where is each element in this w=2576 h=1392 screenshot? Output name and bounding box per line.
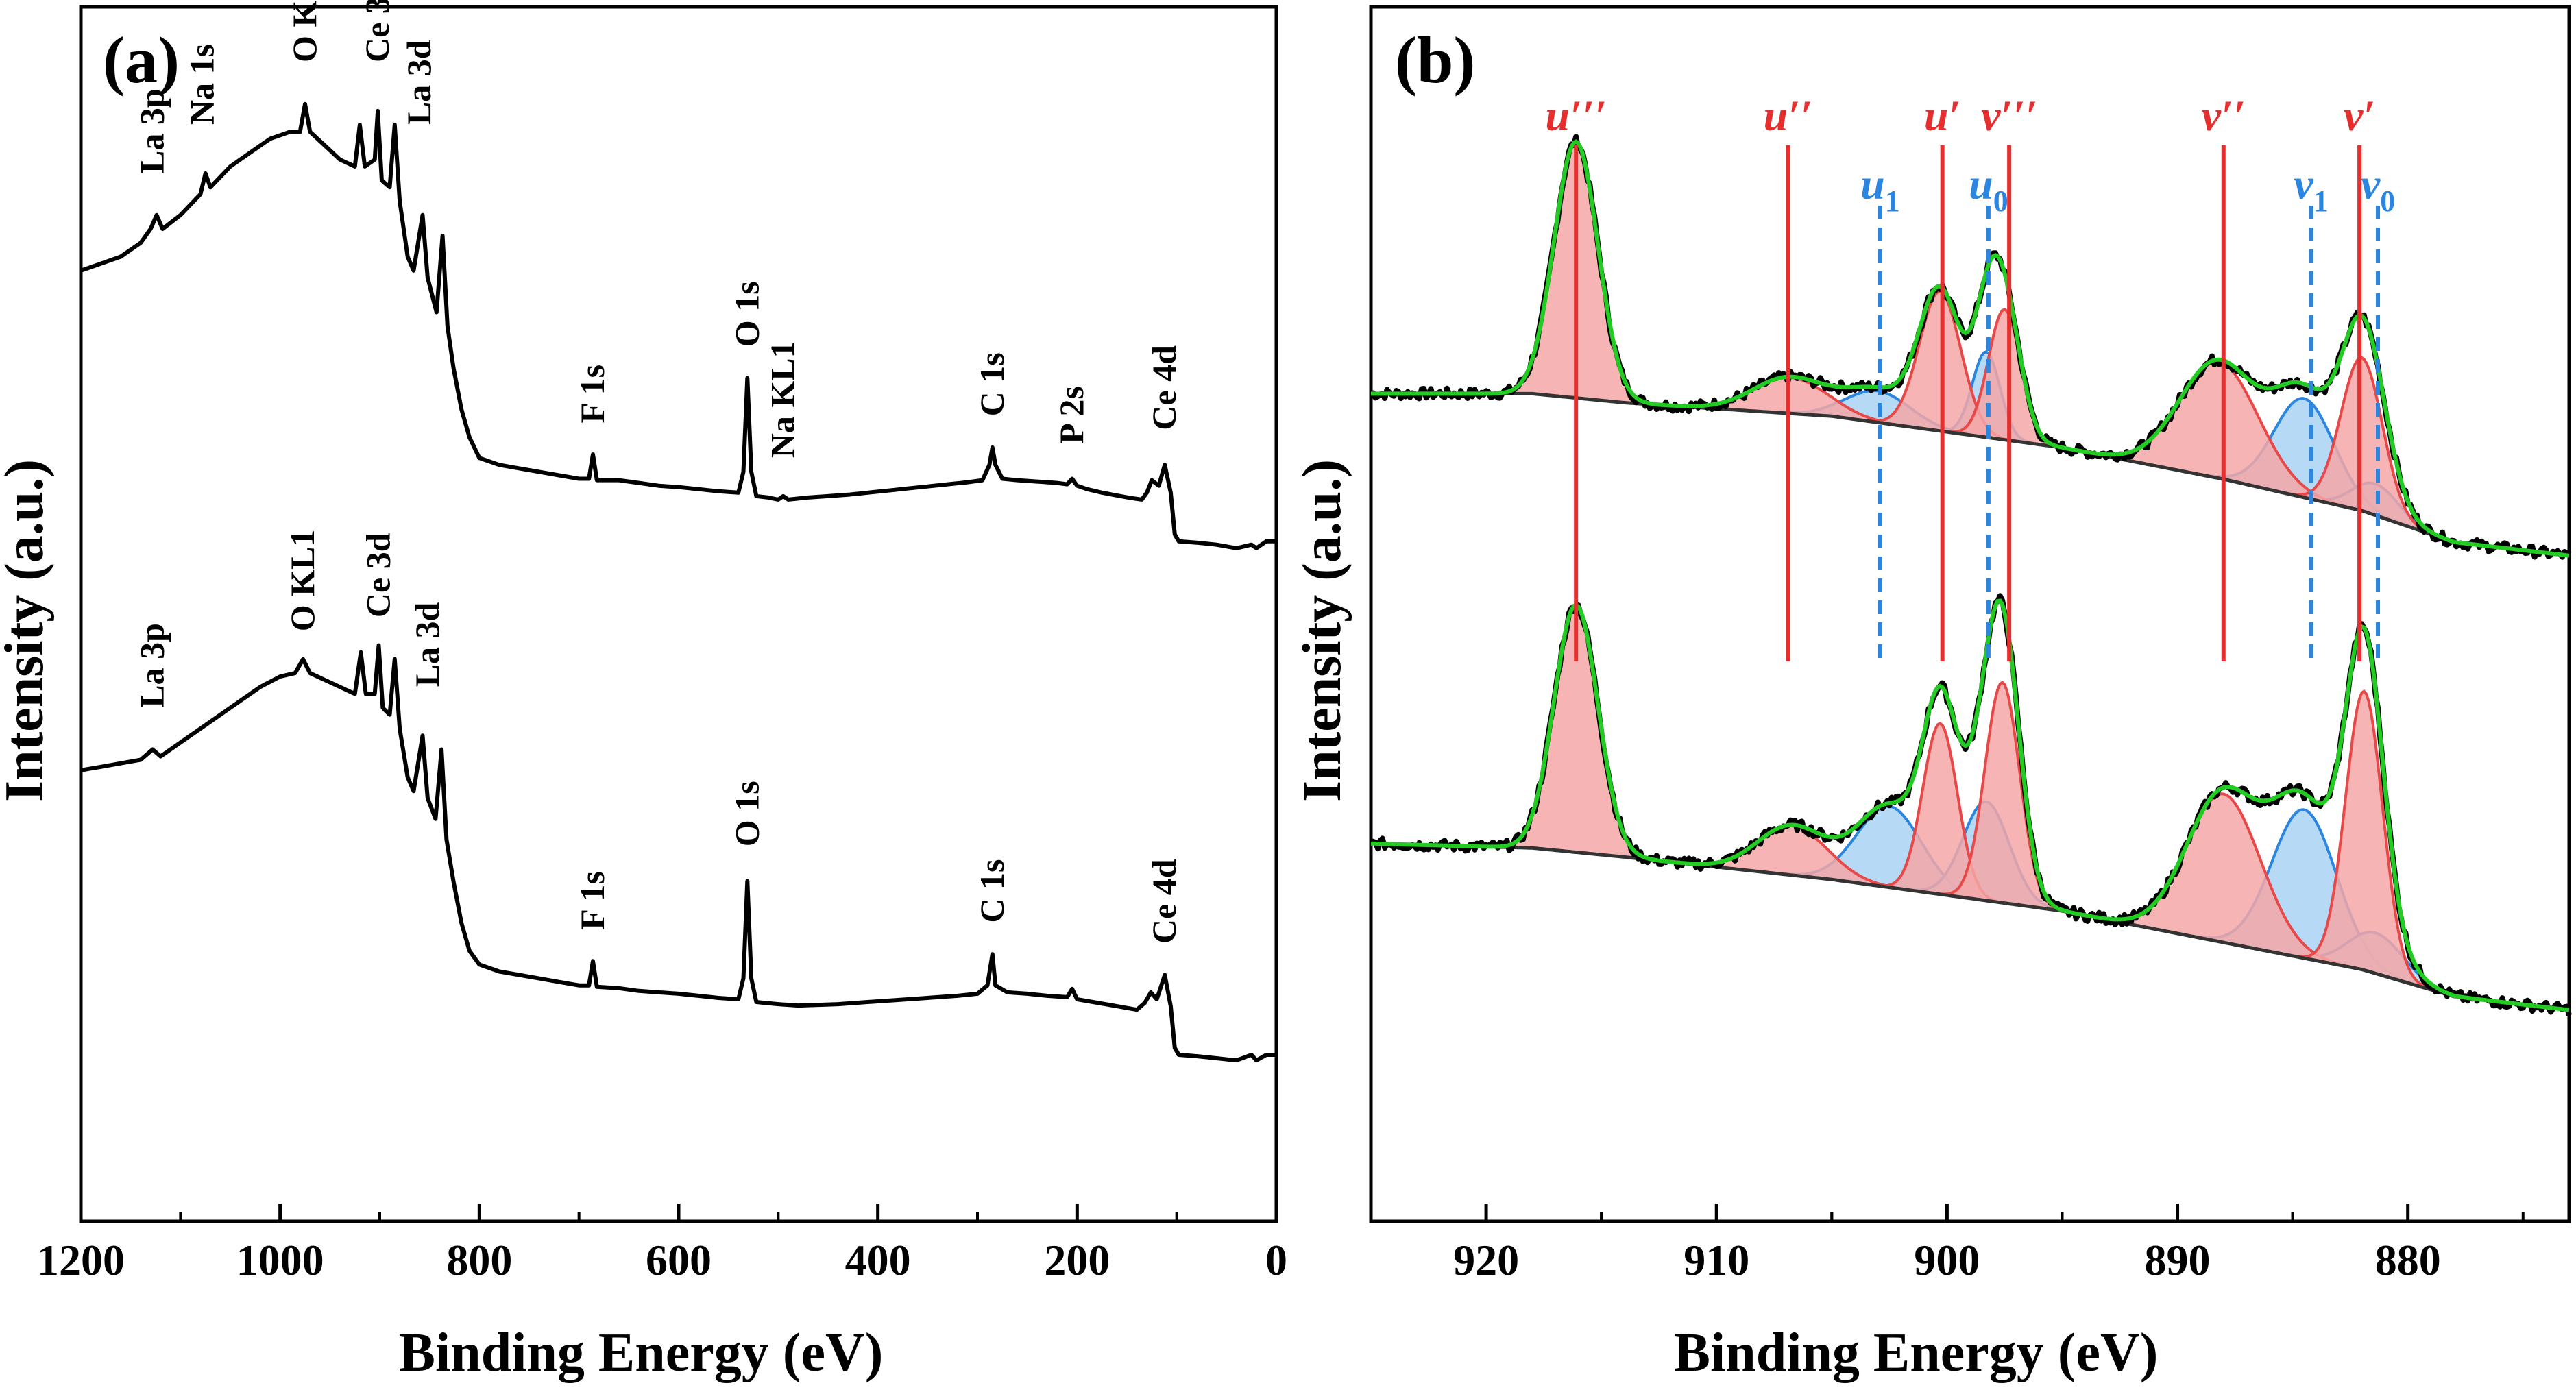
envelope-fit-line xyxy=(1370,598,2570,1012)
peak-marker-lines: u′′′ u′′ u1 u′u0 v′′′ v′′ v1 v′ v0 xyxy=(1545,91,2395,661)
peak-annotation: C 1s xyxy=(973,352,1011,416)
peak-annotation: Ce 3d xyxy=(358,0,396,62)
ce3d-x-tick-label: 920 xyxy=(1453,1236,1519,1284)
ce3d-x-ticks: 920 910 900 890 880 xyxy=(1453,1204,2525,1284)
fit-component-fill xyxy=(1656,825,1929,893)
ce3d-y-axis-title: Intensity (a.u.) xyxy=(1292,459,1352,802)
survey-x-tick-label: 1200 xyxy=(37,1236,125,1284)
survey-spectrum-line-2 xyxy=(80,643,1276,1063)
peak-annotation: La 3p xyxy=(133,623,171,708)
fit-component-line xyxy=(2281,356,2443,539)
peak-marker-label: v′′′ xyxy=(1981,91,2037,140)
peak-marker-label: v1 xyxy=(2294,160,2328,218)
peak-annotation: F 1s xyxy=(573,365,611,424)
fit-component-fill xyxy=(1940,309,2069,450)
peak-annotation: O KL1 xyxy=(283,530,321,632)
peak-marker-label: u′′′ xyxy=(1545,91,1607,140)
fit-component-fill xyxy=(1873,723,2007,904)
fit-component-fill xyxy=(2292,691,2438,992)
peak-annotation: La 3p xyxy=(133,88,171,173)
survey-x-tick-label: 800 xyxy=(446,1236,512,1284)
survey-x-axis-title: Binding Energy (eV) xyxy=(399,1323,884,1383)
survey-x-tick-label: 1000 xyxy=(236,1236,324,1284)
peak-annotation: Na KL1 xyxy=(764,341,802,458)
ce3d-x-axis-title: Binding Energy (eV) xyxy=(1674,1323,2159,1383)
peak-marker-label: u′′ xyxy=(1764,91,1813,140)
survey-x-tick-label: 600 xyxy=(646,1236,712,1284)
peak-annotation: Ce 3d xyxy=(359,533,398,618)
envelope-fit-line xyxy=(1371,139,2570,558)
peak-annotation: F 1s xyxy=(573,871,611,930)
peak-annotation: O 1s xyxy=(727,781,766,846)
fit-component-fill xyxy=(1488,605,1662,862)
survey-y-axis-title: Intensity (a.u.) xyxy=(0,459,55,802)
survey-x-tick-label: 200 xyxy=(1044,1236,1110,1284)
fit-component-fill xyxy=(1935,682,2069,913)
peak-annotation: Ce 4d xyxy=(1145,859,1183,944)
survey-x-ticks: 1200 1000 800 600 400 200 0 xyxy=(37,1204,1287,1284)
peak-annotation: Ce 4d xyxy=(1145,345,1183,430)
survey-plot-frame xyxy=(79,5,1278,1223)
ce3d-plot-frame xyxy=(1369,5,2571,1223)
fit-background-line xyxy=(1371,391,2570,558)
peak-annotation: P 2s xyxy=(1052,386,1091,444)
ce3d-x-tick-label: 910 xyxy=(1684,1236,1749,1284)
ce3d-plot-area: u′′′ u′′ u1 u′u0 v′′′ v′′ v1 v′ v0 xyxy=(1369,5,2572,1223)
ce3d-x-tick-label: 890 xyxy=(2145,1236,2211,1284)
peak-annotation: C 1s xyxy=(973,859,1011,923)
peak-marker-label: u′ xyxy=(1924,91,1961,140)
ce3d-spectrum-2 xyxy=(1370,593,2572,1016)
ce3d-spectrum-panel: (b) u′′′ u′′ u1 u′u0 v′′′ v′′ v1 v′ v0 920 910 900… xyxy=(1292,5,2572,1383)
survey-x-tick-label: 400 xyxy=(845,1236,911,1284)
peak-marker-label: v0 xyxy=(2361,160,2395,218)
fit-component-line xyxy=(2292,689,2438,993)
fit-background-line xyxy=(1370,842,2570,1012)
peak-annotation: La 3d xyxy=(408,602,446,687)
panel-label-b: (b) xyxy=(1395,23,1475,97)
peak-annotation: La 3d xyxy=(400,40,438,125)
peak-annotation: O 1s xyxy=(727,281,766,347)
peak-marker-label: v′ xyxy=(2344,91,2375,140)
fit-component-fill xyxy=(1762,806,2017,905)
ce3d-x-tick-label: 880 xyxy=(2375,1236,2441,1284)
panel-label-a: (a) xyxy=(103,23,180,97)
peak-marker-label: u1 xyxy=(1860,160,1900,218)
peak-marker-label: u0 xyxy=(1969,160,2008,218)
ce3d-x-tick-label: 900 xyxy=(1914,1236,1980,1284)
peak-annotation: O KL1 xyxy=(285,0,324,62)
survey-spectrum-line-1 xyxy=(80,101,1276,550)
peak-annotation: Na 1s xyxy=(182,44,221,125)
peak-marker-label: v′′ xyxy=(2202,91,2246,140)
survey-x-tick-label: 0 xyxy=(1265,1236,1287,1284)
fit-component-fill xyxy=(2281,357,2443,539)
fit-component-fill xyxy=(2062,361,2374,515)
